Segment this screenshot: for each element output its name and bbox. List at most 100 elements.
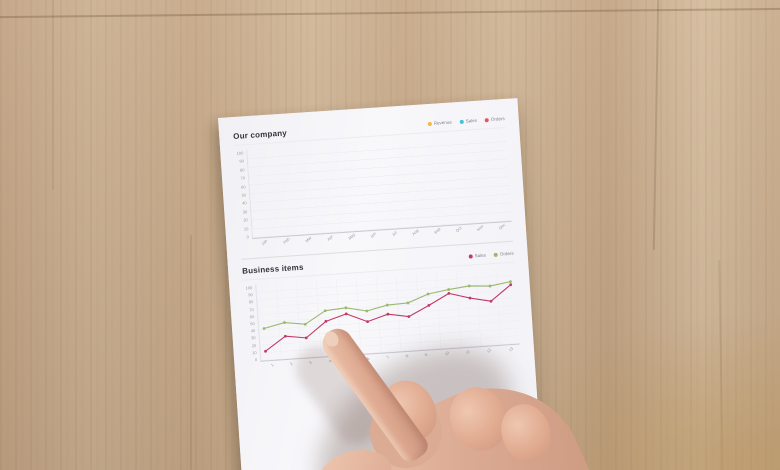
y-tick-label: 60 [240,183,246,190]
line-point [509,280,512,284]
x-tick-label: 1 [269,362,275,368]
legend-dot [427,121,432,126]
legend-dot [493,252,499,257]
line-point [427,303,431,307]
bar-segment [278,235,292,237]
y-tick-label: 60 [249,313,255,320]
bar-segment [429,225,443,227]
y-tick-label: 10 [243,225,249,232]
wood-grain-line [190,235,192,470]
legend-item: Orders [493,250,514,257]
legend-label: Sales [474,252,487,259]
stacked-bar [343,231,357,232]
x-tick-label: Dec [498,222,507,231]
line-point [365,309,369,313]
stacked-bar [451,223,465,225]
bar-segment [321,232,335,234]
y-tick-label: 80 [239,167,245,173]
bar-segment [278,235,292,237]
line-chart-title: Business items [241,262,304,276]
legend-item: Sales [468,252,487,259]
legend-dot [484,117,490,122]
bar-segment [278,235,292,237]
line-chart-legend: Sales Orders [468,250,514,259]
bar-segment [386,228,400,230]
y-tick-label: 20 [251,342,257,348]
bar-segment [343,231,357,232]
line-point [468,296,472,300]
bar-segment [451,223,465,225]
line-point [262,327,266,330]
bar-segment [321,232,335,234]
line-point [304,336,308,340]
bar-segment [472,222,486,224]
bar-segment [343,231,357,232]
line-point [426,292,430,296]
x-tick-label: 7 [384,354,391,360]
stacked-bar [278,235,292,237]
y-tick-label: 90 [239,158,245,165]
line-point [344,306,348,310]
legend-label: Orders [499,250,514,257]
legend-item: Revenue [427,120,452,127]
bar-segment [386,228,400,230]
bar-segment [386,228,400,230]
legend-label: Sales [465,117,478,124]
y-tick-label: 80 [248,299,254,305]
line-point [509,283,513,287]
bar-chart-plot [246,132,512,240]
y-tick-label: 100 [236,150,244,156]
line-point [488,284,492,288]
x-tick-label: Oct [454,225,463,234]
stacked-bar [472,222,486,224]
wood-grain-line [652,0,660,250]
x-tick-label: Mar [303,235,313,244]
y-tick-label: 0 [246,234,250,240]
stacked-bar [364,229,378,231]
bar-segment [451,223,465,225]
stacked-bar [494,221,508,222]
line-point [385,303,389,307]
stacked-bar [321,232,335,234]
bar-segment [321,232,335,234]
bar-segment [451,223,465,225]
bar-segment [364,229,378,231]
x-tick-label: Aug [410,227,420,237]
bar-segment [429,225,443,227]
stacked-bar [300,233,314,235]
bar-segment [300,233,314,235]
legend-item: Orders [484,116,505,122]
bar-segment [300,233,314,235]
y-tick-label: 40 [250,328,256,334]
wood-grain-line [52,0,54,190]
line-point [323,309,327,313]
x-tick-label: Jun [369,230,378,239]
line-point [344,312,348,316]
line-point [407,315,411,318]
y-tick-label: 10 [251,349,257,355]
x-tick-label: 13 [507,345,514,353]
line-point [447,288,451,291]
bar-chart: 100 90 80 70 60 50 40 30 20 10 0 [234,132,512,240]
y-tick-label: 70 [249,306,254,312]
bar-segment [300,233,314,235]
y-tick-label: 30 [242,209,248,215]
line-point [366,320,369,324]
y-tick-label: 50 [250,320,255,327]
bar-segment [494,221,508,222]
report-paper: Our company Revenue Sales Orders 100 90 80 70… [218,98,544,470]
stacked-bar [429,225,443,227]
line-point [324,319,328,323]
x-tick-label: Jul [390,229,398,238]
bar-segment [472,222,486,224]
line-chart: 100 90 80 70 60 50 40 30 20 10 0 [243,267,520,363]
bar-segment [364,229,378,231]
y-tick-label: 90 [248,292,253,298]
line-chart-canvas [262,280,513,353]
y-tick-label: 70 [240,175,246,181]
y-tick-label: 40 [242,200,247,206]
bar-chart-section: Our company Revenue Sales Orders 100 90 80 70… [232,111,513,253]
bar-segment [429,225,443,227]
legend-label: Orders [490,116,505,122]
